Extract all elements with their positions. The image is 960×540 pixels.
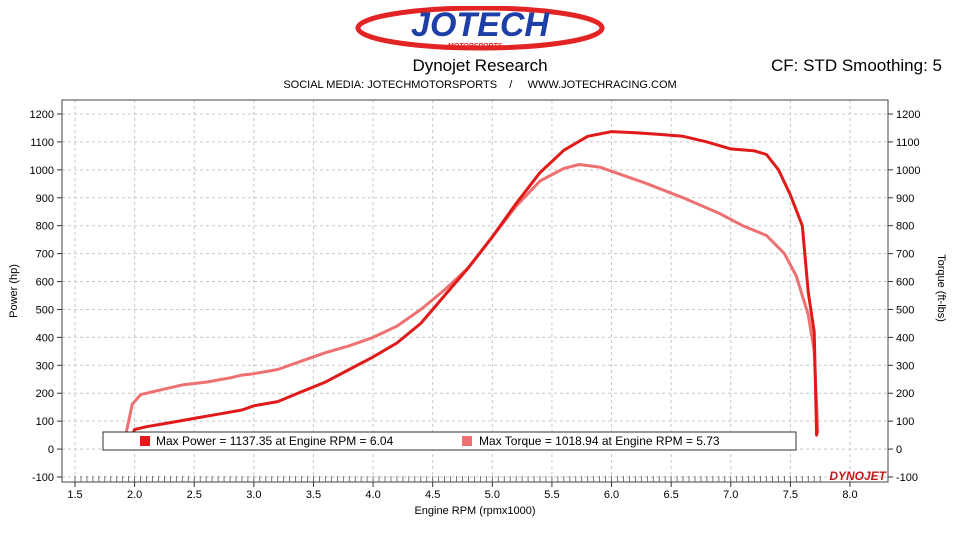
y-right-tick-label: 800 xyxy=(896,221,914,233)
y-left-tick-label: 200 xyxy=(36,388,54,400)
y-left-tick-label: 800 xyxy=(36,221,54,233)
y-left-tick-label: 1100 xyxy=(30,137,54,149)
x-tick-label: 3.5 xyxy=(306,489,321,501)
jotech-logo: JOTECH MOTORSPORTS xyxy=(355,6,605,51)
plot-frame xyxy=(61,99,889,483)
y-right-tick-label: -100 xyxy=(896,472,918,484)
y-right-tick-label: 100 xyxy=(896,416,914,428)
y-right-tick-label: 900 xyxy=(896,193,914,205)
y-left-tick-label: 300 xyxy=(36,360,54,372)
y-right-tick-label: 0 xyxy=(896,444,902,456)
legend: Max Power = 1137.35 at Engine RPM = 6.04… xyxy=(102,431,797,451)
y-left-tick-label: 1000 xyxy=(30,165,54,177)
brand-mark-text: DYNOJET xyxy=(829,469,887,483)
logo-swoosh xyxy=(355,6,605,51)
x-tick-label: 8.0 xyxy=(842,489,857,501)
x-tick-label: 5.0 xyxy=(485,489,500,501)
y-axis-right-ticks: -100 0 100 200 300 400 500 600 700 800 900 1000 1100… xyxy=(888,109,920,484)
chart-subtitle: SOCIAL MEDIA: JOTECHMOTORSPORTS / WWW.JO… xyxy=(283,79,677,91)
x-axis-ticks: 1.5 2.0 2.5 3.0 3.5 4.0 4.5 5.0 5.5 6.0 6.5 7.0 7.5 8… xyxy=(67,482,858,501)
y-right-tick-label: 1000 xyxy=(896,165,920,177)
series-line-torque xyxy=(124,163,820,434)
legend-label-power: Max Power = 1137.35 at Engine RPM = 6.04 xyxy=(156,434,394,448)
y-right-tick-label: 200 xyxy=(896,388,914,400)
y-right-tick-label: 700 xyxy=(896,249,914,261)
y-right-tick-label: 1200 xyxy=(896,109,920,121)
x-tick-label: 2.5 xyxy=(187,489,202,501)
y-right-tick-label: 300 xyxy=(896,360,914,372)
x-tick-label: 4.5 xyxy=(425,489,440,501)
series-line-power xyxy=(127,130,819,445)
y-right-tick-label: 600 xyxy=(896,277,914,289)
logo-subtext: MOTORSPORTS xyxy=(448,43,503,50)
minor-ticks xyxy=(74,476,821,482)
x-tick-label: 3.0 xyxy=(246,489,261,501)
x-tick-label: 4.0 xyxy=(365,489,380,501)
y-axis-left-label: Power (hp) xyxy=(8,264,20,318)
x-tick-label: 2.0 xyxy=(127,489,142,501)
legend-box xyxy=(102,431,797,451)
legend-swatch-torque xyxy=(462,436,472,446)
logo-text: JOTECH xyxy=(411,6,550,44)
chart-title: Dynojet Research xyxy=(412,56,548,75)
x-tick-label: 6.0 xyxy=(604,489,619,501)
x-tick-label: 6.5 xyxy=(664,489,679,501)
y-left-tick-label: 900 xyxy=(36,193,54,205)
x-tick-label: 5.5 xyxy=(544,489,559,501)
y-left-tick-label: 100 xyxy=(36,416,54,428)
legend-swatch-power xyxy=(140,436,150,446)
y-right-tick-label: 500 xyxy=(896,304,914,316)
x-tick-label: 7.5 xyxy=(783,489,798,501)
x-tick-label: 1.5 xyxy=(67,489,82,501)
y-right-tick-label: 400 xyxy=(896,332,914,344)
cf-smoothing-label: CF: STD Smoothing: 5 xyxy=(770,56,942,75)
y-left-tick-label: 500 xyxy=(36,304,54,316)
y-right-tick-label: 1100 xyxy=(896,137,920,149)
y-left-tick-label: 0 xyxy=(48,444,54,456)
y-axis-right-label: Torque (ft-lbs) xyxy=(935,254,947,322)
y-left-tick-label: 600 xyxy=(36,277,54,289)
dynojet-brand-mark: DYNOJET xyxy=(829,469,887,483)
x-tick-label: 7.0 xyxy=(723,489,738,501)
y-left-tick-label: -100 xyxy=(32,472,54,484)
grid xyxy=(62,100,888,482)
y-left-tick-label: 400 xyxy=(36,332,54,344)
x-axis-label: Engine RPM (rpmx1000) xyxy=(414,505,535,517)
y-left-tick-label: 1200 xyxy=(30,109,54,121)
y-left-tick-label: 700 xyxy=(36,249,54,261)
y-axis-left-ticks: -100 0 100 200 300 400 500 600 700 800 900 1000 1100… xyxy=(30,109,62,484)
legend-label-torque: Max Torque = 1018.94 at Engine RPM = 5.7… xyxy=(479,434,720,448)
